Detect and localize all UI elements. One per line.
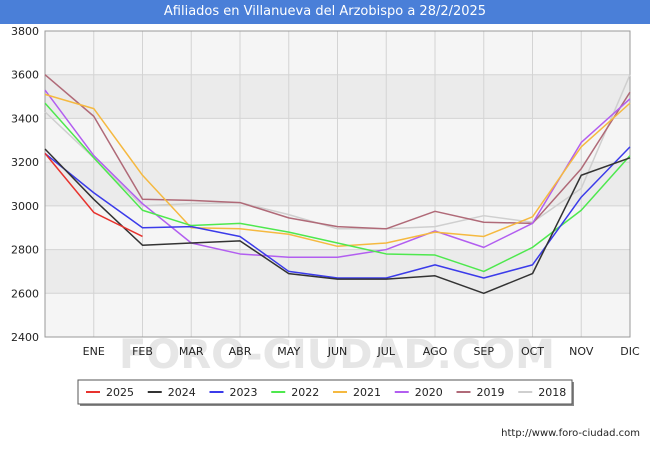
x-tick-label: DIC	[620, 345, 640, 358]
legend-label: 2024	[168, 386, 196, 399]
y-tick-label: 2600	[11, 287, 39, 300]
x-tick-label: AGO	[423, 345, 448, 358]
legend-label: 2019	[477, 386, 505, 399]
series-line-2025	[44, 152, 143, 238]
y-tick-label: 2400	[11, 331, 39, 344]
source-url: http://www.foro-ciudad.com	[501, 428, 640, 439]
y-tick-label: 3600	[11, 69, 39, 82]
x-tick-label: MAY	[277, 345, 300, 358]
y-tick-label: 3800	[11, 25, 39, 38]
y-tick-label: 2800	[11, 244, 39, 257]
legend-label: 2022	[291, 386, 319, 399]
x-tick-label: JUN	[327, 345, 348, 358]
chart-title: Afiliados en Villanueva del Arzobispo a …	[0, 0, 650, 24]
legend-label: 2023	[230, 386, 258, 399]
plot-area	[44, 30, 631, 338]
y-tick-label: 3000	[11, 200, 39, 213]
legend-label: 2020	[415, 386, 443, 399]
series-line-2024	[44, 148, 631, 295]
x-tick-label: NOV	[569, 345, 594, 358]
x-tick-label: FEB	[132, 345, 153, 358]
axis-layer: 2400 2600 2800 3000 3200 3400 3600 3800 ENE FEB MA…	[11, 25, 640, 358]
x-tick-label: OCT	[521, 345, 544, 358]
watermark-text: FORO-CIUDAD.COM	[119, 332, 555, 378]
series-line-2022	[44, 102, 631, 273]
series-line-2021	[44, 93, 631, 248]
x-tick-label: MAR	[179, 345, 204, 358]
series-line-2023	[44, 146, 631, 279]
legend-label: 2021	[353, 386, 381, 399]
plot-border	[44, 30, 631, 338]
legend-label: 2018	[538, 386, 566, 399]
x-tick-label: JUL	[377, 345, 396, 358]
x-tick-label: ENE	[83, 345, 105, 358]
series-layer	[44, 74, 631, 295]
series-line-2020	[44, 89, 631, 258]
y-tick-label: 3400	[11, 112, 39, 125]
x-tick-label: SEP	[473, 345, 494, 358]
legend: 2025 2024 2023 2022 2021 2020 2019 2018	[77, 379, 574, 406]
y-tick-label: 3200	[11, 156, 39, 169]
x-tick-label: ABR	[229, 345, 252, 358]
legend-label: 2025	[106, 386, 134, 399]
